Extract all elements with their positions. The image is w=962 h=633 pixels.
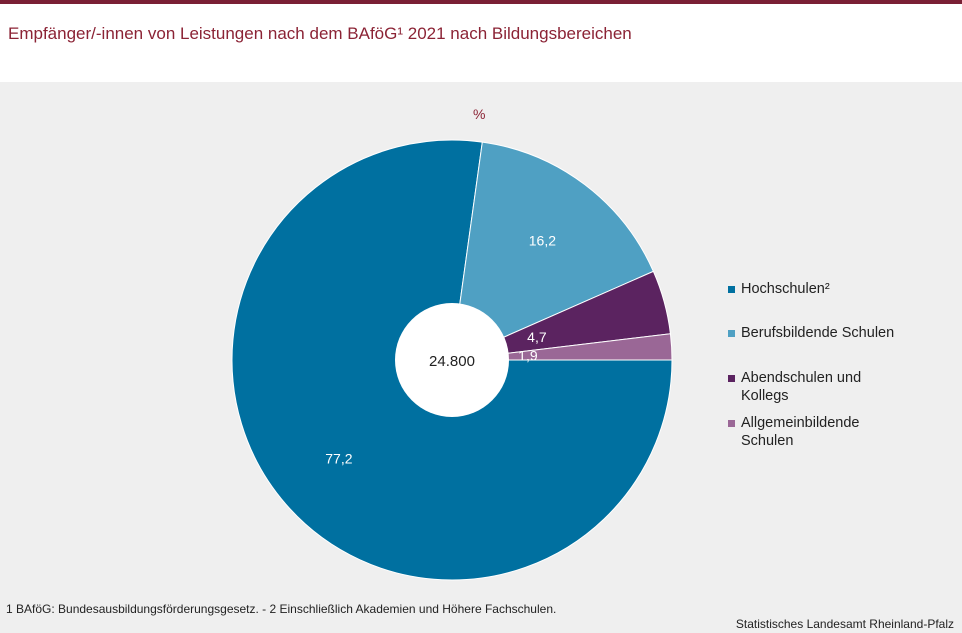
legend-swatch	[728, 286, 735, 293]
value-label-abendschulen-und-kollegs: 4,7	[527, 329, 547, 345]
legend-swatch	[728, 420, 735, 427]
legend-label: Allgemeinbildende Schulen	[741, 415, 860, 449]
value-label-hochschulen: 77,2	[325, 451, 352, 467]
legend-label: Berufsbildende Schulen	[741, 325, 895, 341]
legend-swatch	[728, 330, 735, 337]
source-credit: Statistisches Landesamt Rheinland-Pfalz	[735, 617, 954, 631]
value-label-berufsbildende-schulen: 16,2	[529, 232, 556, 248]
value-label-allgemeinbildende-schulen: 1,9	[518, 348, 538, 364]
top-accent-bar	[0, 0, 962, 4]
legend-label: Hochschulen²	[741, 281, 830, 297]
chart-title: Empfänger/-innen von Leistungen nach dem…	[8, 24, 632, 43]
slice-berufsbildende-schulen	[451, 141, 655, 361]
legend-swatch	[728, 375, 735, 382]
center-total-label: 24.800	[429, 353, 475, 370]
donut-hole	[395, 303, 509, 417]
legend-label: Abendschulen und Kollegs	[741, 370, 862, 404]
footnote: 1 BAföG: Bundesausbildungsförderungsgese…	[6, 602, 557, 616]
unit-label: %	[473, 106, 486, 122]
